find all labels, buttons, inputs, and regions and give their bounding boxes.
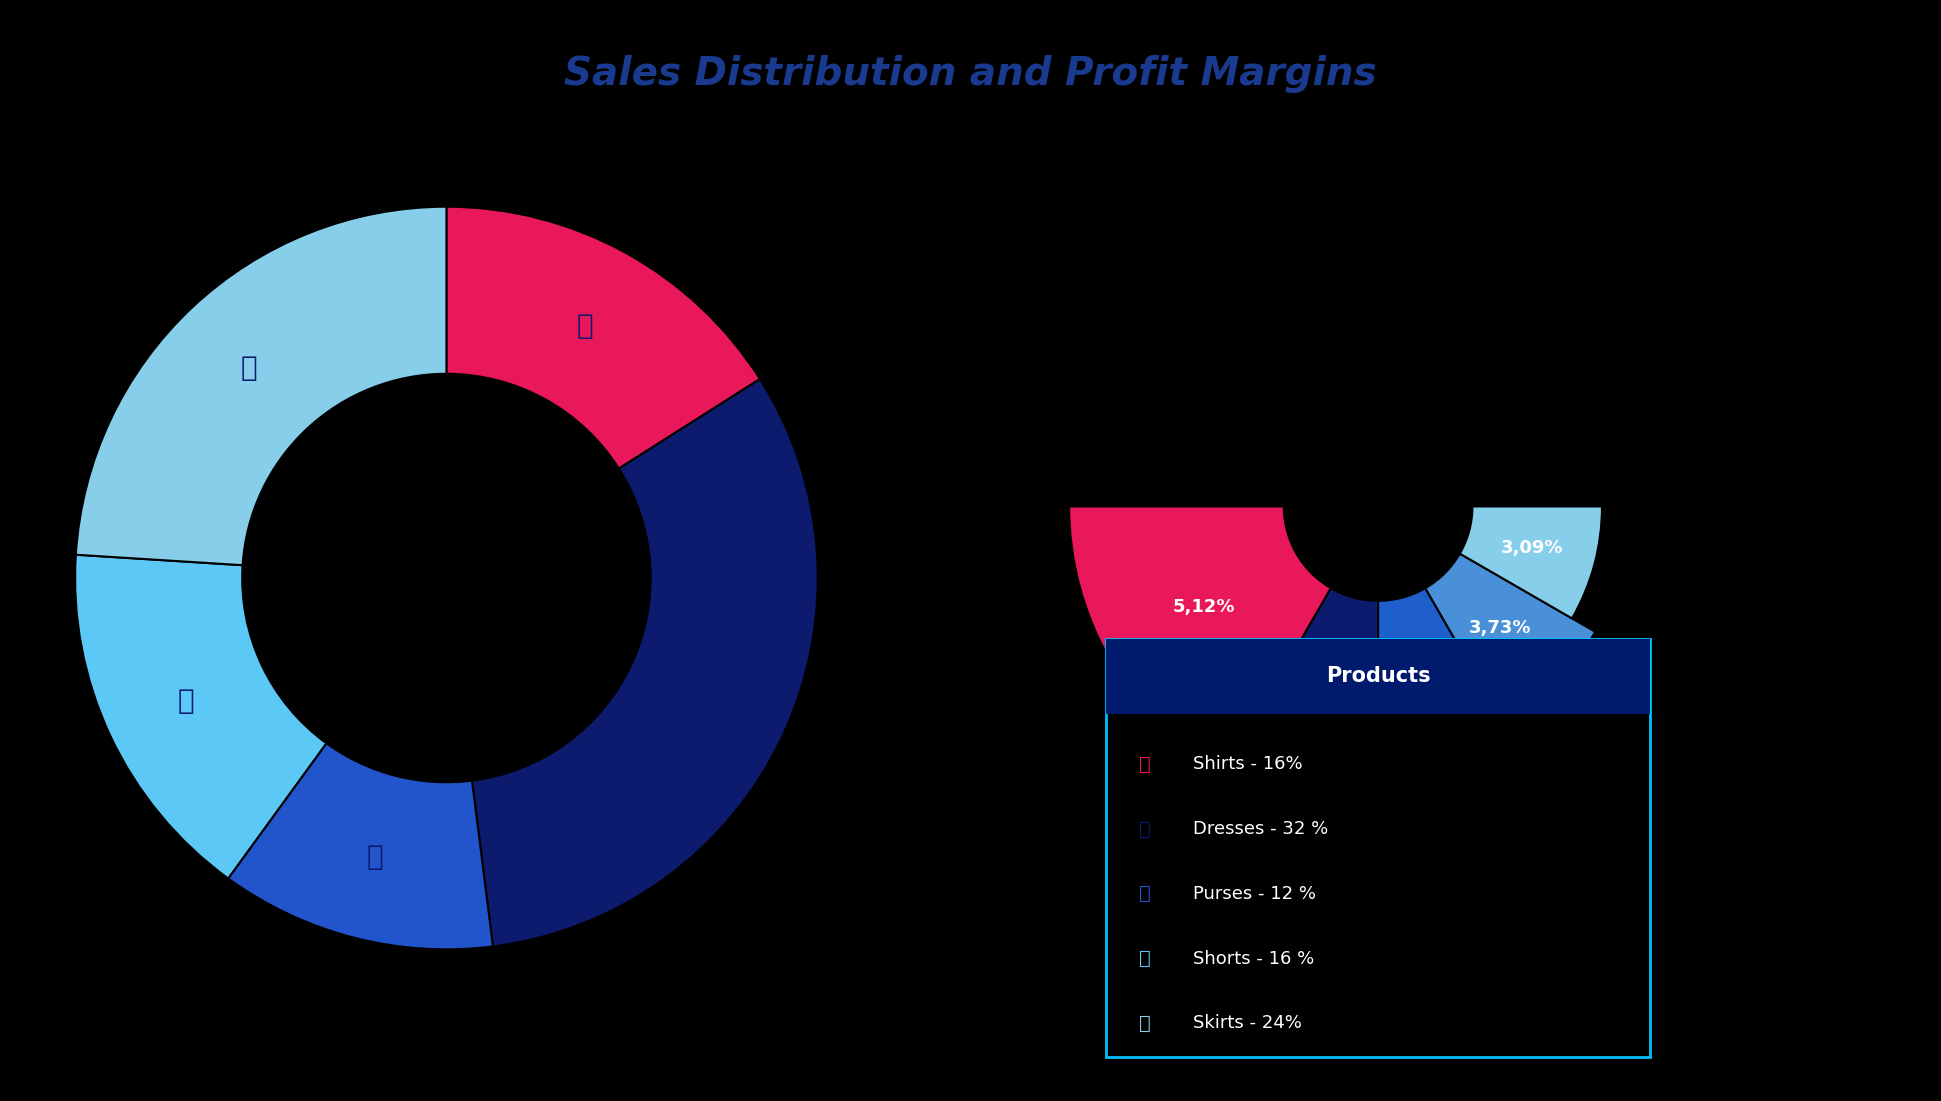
- Wedge shape: [1069, 506, 1332, 774]
- Text: 🩳: 🩳: [179, 687, 194, 715]
- Text: 👗: 👗: [1139, 819, 1151, 839]
- Wedge shape: [229, 743, 493, 949]
- Text: Shirts - 16%: Shirts - 16%: [1194, 755, 1302, 773]
- Wedge shape: [1460, 506, 1601, 619]
- Text: Products: Products: [1326, 666, 1431, 686]
- Text: Purses - 12 %: Purses - 12 %: [1194, 885, 1316, 903]
- Text: 👜: 👜: [1139, 884, 1151, 903]
- Text: 3,73%: 3,73%: [1469, 620, 1531, 637]
- Text: 5,12%: 5,12%: [1172, 598, 1234, 617]
- Text: 3,09%: 3,09%: [1500, 538, 1563, 557]
- Text: 🩳: 🩳: [1139, 949, 1151, 968]
- Text: 👕: 👕: [576, 312, 594, 340]
- Text: 👕: 👕: [1139, 754, 1151, 774]
- Text: 2,47%: 2,47%: [1308, 639, 1372, 656]
- Wedge shape: [1279, 588, 1378, 705]
- Text: 👜: 👜: [367, 842, 382, 871]
- FancyBboxPatch shape: [1106, 639, 1650, 713]
- Text: Skirts - 24%: Skirts - 24%: [1194, 1014, 1302, 1033]
- Wedge shape: [1425, 554, 1596, 723]
- FancyBboxPatch shape: [1106, 639, 1650, 1057]
- Text: 👗: 👗: [699, 687, 714, 715]
- Wedge shape: [76, 207, 446, 565]
- Text: Dresses - 32 %: Dresses - 32 %: [1194, 820, 1328, 838]
- Wedge shape: [76, 555, 326, 879]
- Text: 👘: 👘: [1139, 1014, 1151, 1033]
- Text: Sales Distribution and Profit Margins: Sales Distribution and Profit Margins: [565, 55, 1376, 94]
- Wedge shape: [1378, 588, 1516, 781]
- Text: Shorts - 16 %: Shorts - 16 %: [1194, 950, 1314, 968]
- Wedge shape: [446, 207, 761, 469]
- Text: 4,28%: 4,28%: [1394, 675, 1458, 694]
- Text: 👘: 👘: [241, 355, 258, 382]
- Wedge shape: [472, 379, 817, 947]
